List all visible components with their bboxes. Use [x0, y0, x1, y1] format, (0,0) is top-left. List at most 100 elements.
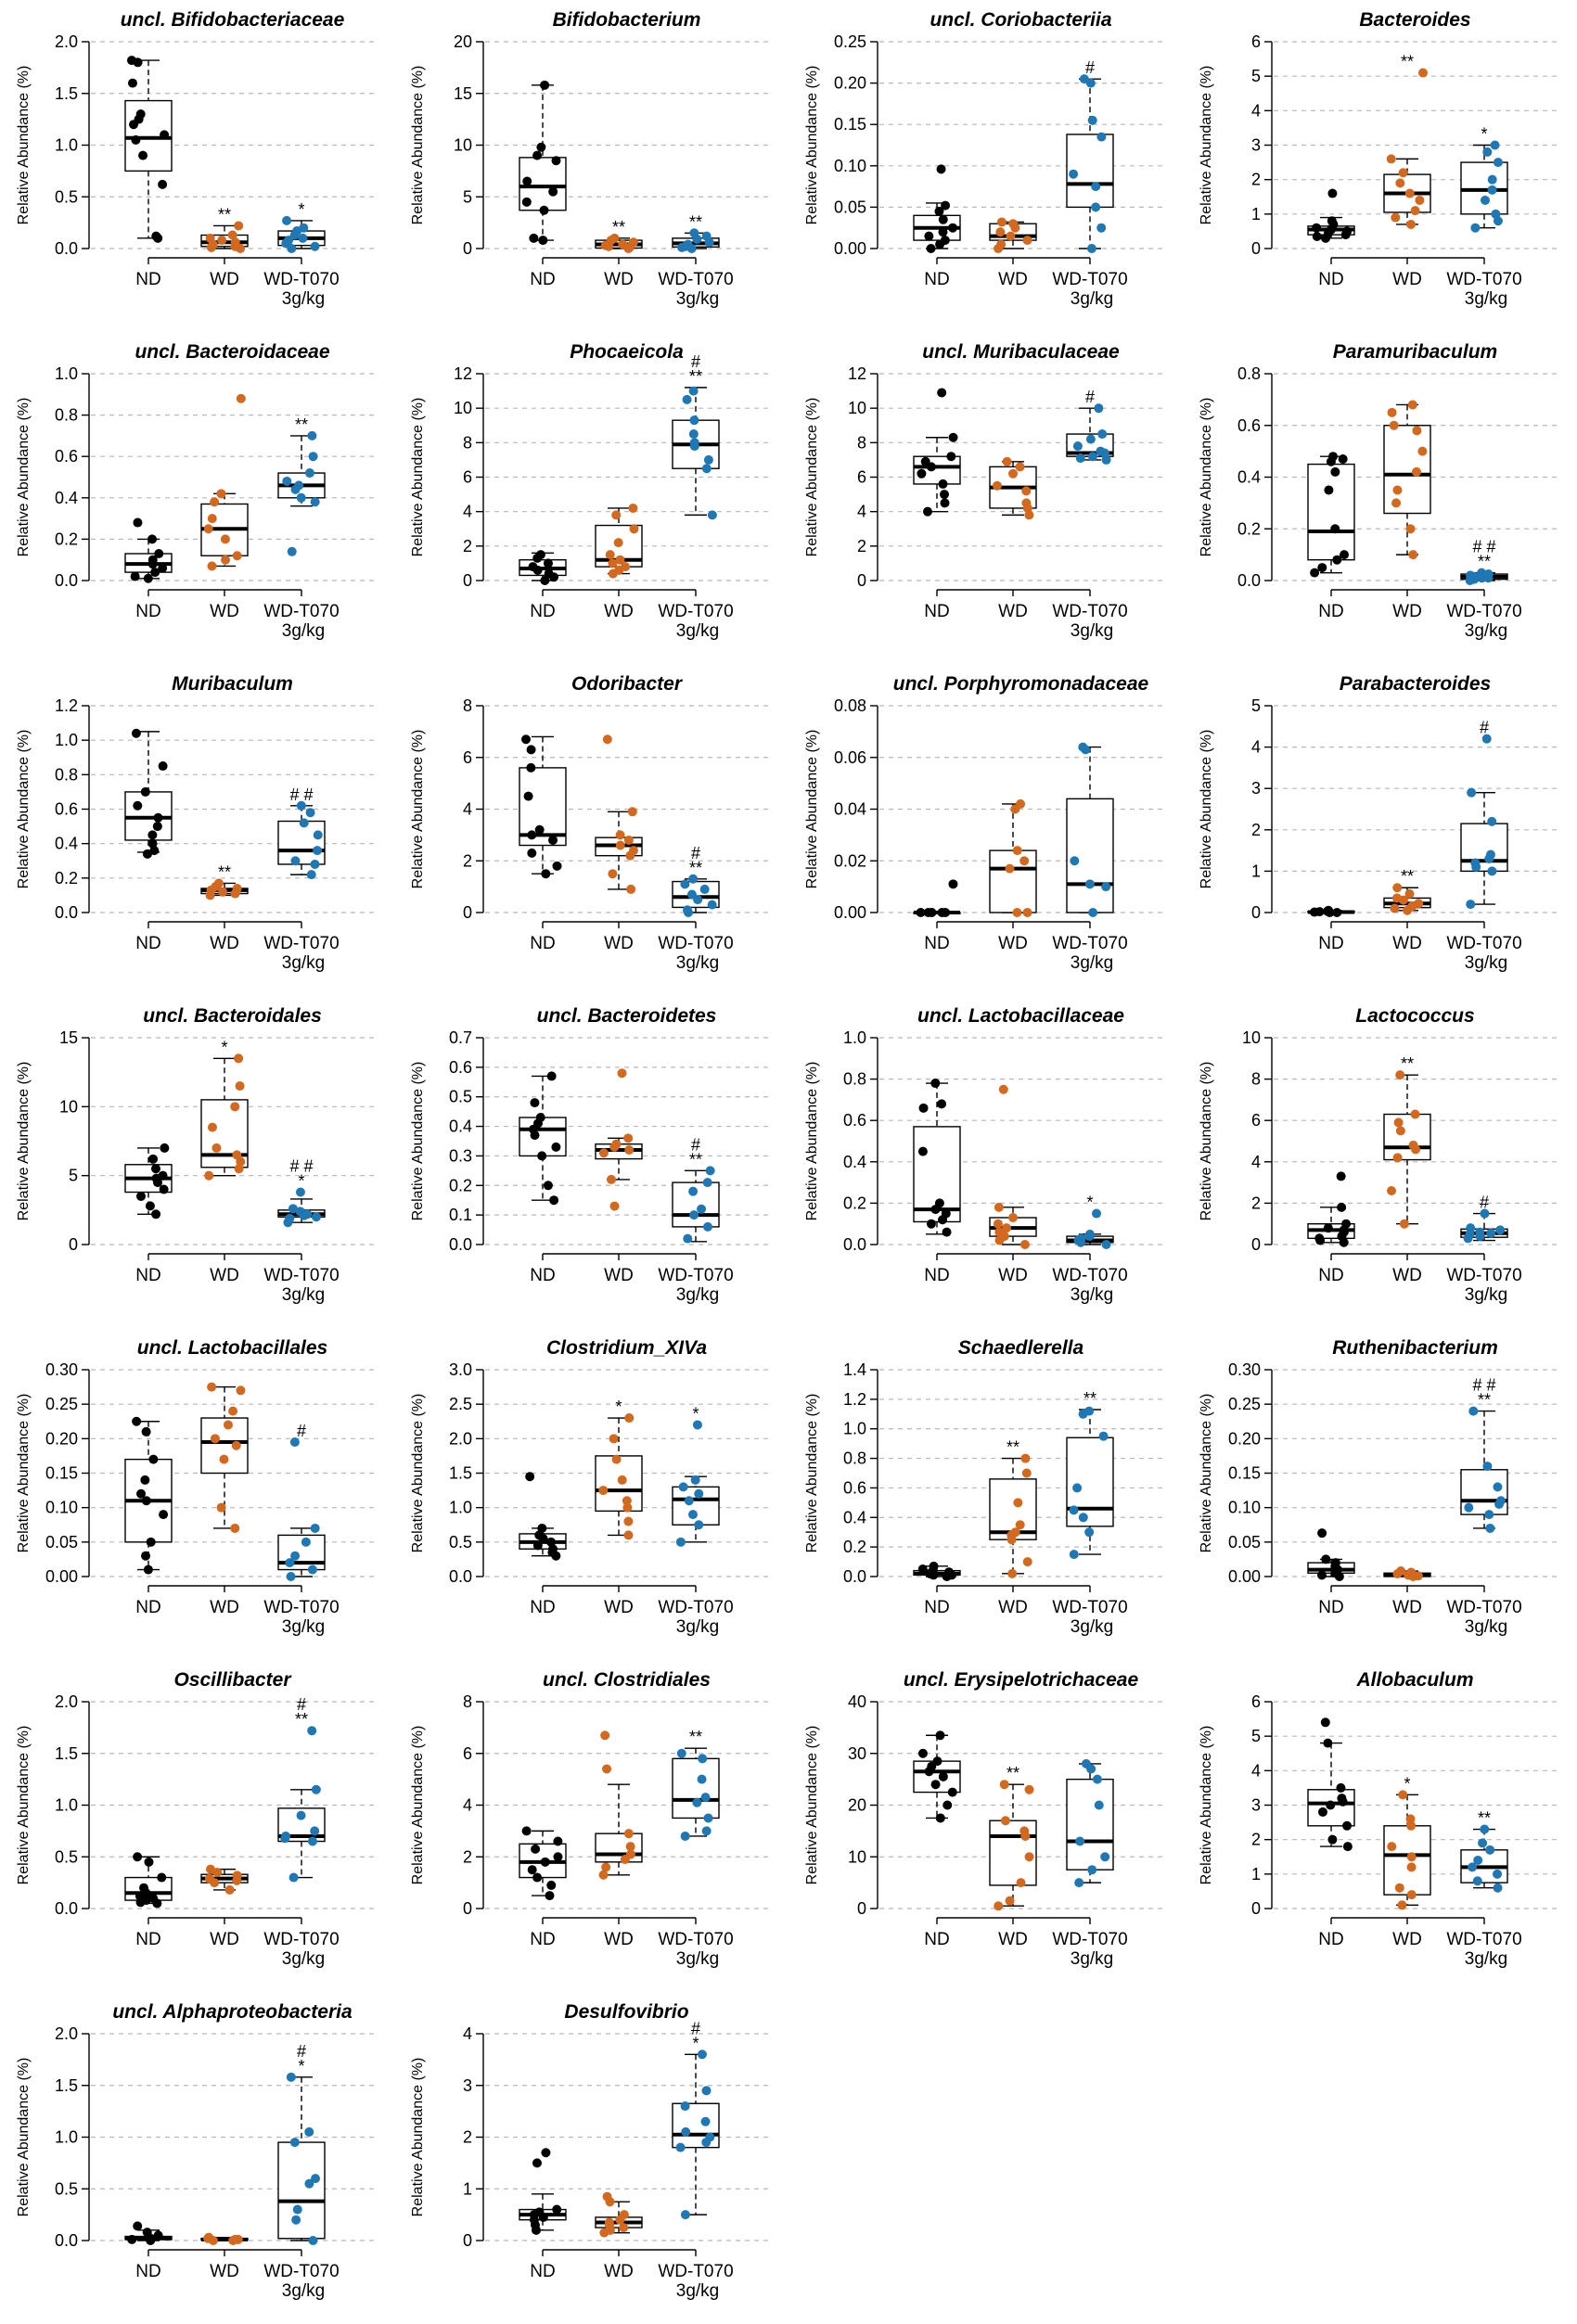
y-tick-label: 0: [1251, 1235, 1261, 1254]
x-tick-label: ND: [924, 602, 949, 621]
data-point: [1091, 182, 1101, 192]
data-point: [127, 2234, 137, 2244]
y-tick-label: 5: [69, 1167, 78, 1185]
significance-mark: **: [1478, 553, 1491, 571]
y-axis-label: Relative Abundance (%): [804, 1062, 820, 1221]
data-point: [629, 524, 639, 534]
data-point: [940, 498, 950, 508]
y-tick-label: 2: [463, 537, 472, 555]
data-point: [999, 1780, 1009, 1790]
data-point: [1410, 1109, 1420, 1119]
y-tick-label: 0.0: [449, 1567, 472, 1586]
chart-title: Bacteroides: [1359, 9, 1470, 31]
data-point: [1084, 879, 1095, 889]
data-point: [1466, 900, 1476, 910]
data-point: [697, 1204, 707, 1214]
data-point: [689, 415, 699, 426]
x-tick-label: ND: [530, 270, 555, 289]
y-tick-label: 0.20: [834, 74, 866, 93]
x-tick-label: WD: [998, 270, 1028, 289]
data-point: [1086, 244, 1096, 253]
data-point: [532, 150, 543, 160]
data-point: [707, 510, 717, 520]
y-tick-label: 1.0: [449, 1499, 472, 1517]
data-point: [232, 1875, 242, 1885]
data-point: [1487, 816, 1497, 826]
data-point: [140, 1475, 150, 1485]
x-tick-label: WD-T070: [263, 602, 339, 621]
boxplot-panel: Ruthenibacterium Relative Abundance (%) 0.…: [1183, 1328, 1577, 1660]
data-point: [307, 1726, 317, 1736]
data-point: [218, 887, 228, 897]
x-tick-label: WD: [604, 1930, 634, 1949]
data-point: [1415, 195, 1425, 205]
data-point: [701, 2086, 712, 2096]
significance-mark: *: [221, 1038, 227, 1056]
data-point: [1398, 168, 1408, 178]
data-point: [1326, 1800, 1336, 1810]
data-point: [159, 1184, 169, 1194]
data-point: [1493, 1482, 1503, 1492]
data-point: [133, 517, 143, 528]
data-point: [522, 176, 532, 186]
x-tick-label: WD-T070: [1446, 1930, 1521, 1949]
data-point: [1480, 1208, 1490, 1219]
significance-mark: **: [612, 218, 625, 236]
data-point: [1487, 174, 1497, 185]
data-point: [1332, 908, 1342, 917]
boxplot-panel: uncl. Bacteroidaceae Relative Abundance (…: [0, 332, 394, 664]
x-tick-label: WD-T070: [658, 2262, 733, 2281]
x-tick-label: ND: [530, 2262, 555, 2281]
boxplot-svg: uncl. Alphaproteobacteria Relative Abunda…: [16, 2001, 376, 2301]
data-point: [1326, 456, 1336, 466]
data-point: [1394, 1883, 1404, 1893]
data-point: [1310, 568, 1320, 578]
x-tick-label: WD: [1392, 1266, 1422, 1285]
data-point: [1477, 573, 1487, 583]
data-point: [1340, 230, 1351, 240]
x-tick-sublabel: 3g/kg: [676, 289, 719, 309]
x-tick-label: WD-T070: [1446, 934, 1521, 953]
data-point: [922, 506, 932, 517]
data-point: [548, 186, 558, 197]
y-tick-label: 1.2: [843, 1390, 866, 1409]
boxplot-panel: uncl. Bifidobacteriaceae Relative Abundan…: [0, 0, 394, 332]
data-point: [1395, 1070, 1405, 1080]
data-point: [692, 234, 702, 244]
data-point: [146, 2236, 156, 2245]
data-point: [1493, 158, 1503, 168]
data-point: [203, 524, 213, 534]
data-point: [1021, 1468, 1032, 1478]
boxplot-svg: Parabacteroides Relative Abundance (%) 0 1 2…: [1199, 673, 1558, 973]
data-point: [998, 1084, 1008, 1094]
data-point: [230, 1523, 240, 1533]
data-point: [598, 1148, 609, 1158]
data-point: [1078, 1513, 1088, 1523]
y-tick-label: 6: [1251, 1111, 1261, 1130]
data-point: [1081, 745, 1091, 755]
data-point: [937, 1099, 947, 1109]
data-point: [1092, 1774, 1102, 1784]
box: [989, 849, 1037, 913]
y-tick-label: 0.00: [45, 1567, 78, 1586]
data-point: [689, 1210, 699, 1220]
data-point: [141, 1496, 151, 1506]
data-point: [208, 2236, 218, 2245]
y-tick-label: 10: [848, 399, 866, 417]
data-point: [1417, 68, 1428, 78]
box: [277, 2141, 326, 2240]
x-tick-label: WD-T070: [658, 602, 733, 621]
data-point: [1317, 563, 1327, 573]
data-point: [678, 1482, 688, 1492]
data-point: [307, 430, 317, 441]
chart-title: Paramuribaculum: [1333, 341, 1497, 363]
data-point: [1463, 1233, 1473, 1244]
data-point: [305, 808, 315, 818]
x-tick-sublabel: 3g/kg: [676, 1285, 719, 1305]
data-point: [160, 1143, 170, 1153]
data-point: [1336, 1782, 1346, 1793]
y-tick-label: 8: [463, 696, 472, 715]
data-point: [210, 497, 220, 507]
significance-mark: #: [691, 352, 700, 371]
y-tick-label: 0.0: [843, 1567, 866, 1586]
